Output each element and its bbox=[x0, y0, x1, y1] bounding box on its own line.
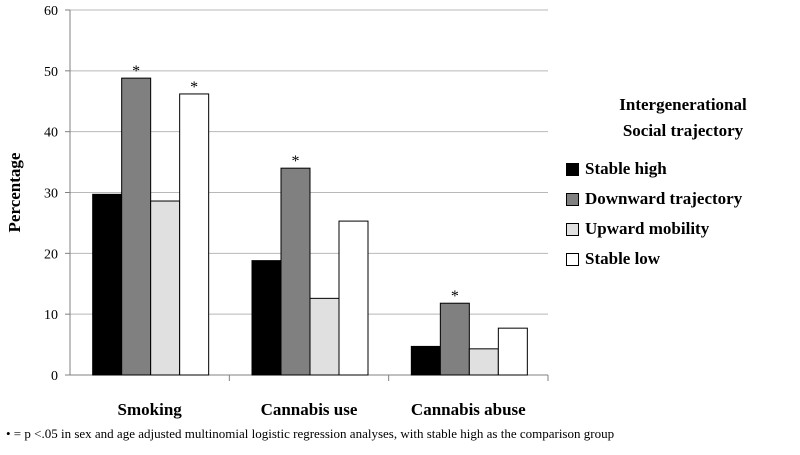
legend-title: Intergenerational Social trajectory bbox=[566, 92, 800, 144]
x-category-label: Cannabis use bbox=[261, 400, 358, 419]
y-tick-label: 20 bbox=[44, 247, 58, 262]
bar bbox=[92, 193, 123, 376]
bar bbox=[309, 297, 340, 376]
footnote: • = p <.05 in sex and age adjusted multi… bbox=[6, 426, 615, 441]
legend: Intergenerational Social trajectory Stab… bbox=[566, 92, 800, 274]
bar bbox=[338, 220, 369, 376]
bar bbox=[251, 260, 282, 376]
y-tick-label: 30 bbox=[44, 187, 58, 202]
y-axis-title: Percentage bbox=[5, 152, 24, 232]
y-tick-label: 50 bbox=[44, 65, 58, 80]
legend-title-line-1: Intergenerational bbox=[619, 95, 747, 114]
legend-swatch bbox=[566, 192, 579, 206]
legend-label: Upward mobility bbox=[585, 219, 710, 238]
legend-title-line-2: Social trajectory bbox=[622, 121, 744, 140]
legend-item-stable-high: Stable high bbox=[566, 154, 800, 184]
legend-item-downward-trajectory: Downward trajectory bbox=[566, 184, 800, 214]
legend-label: Stable high bbox=[585, 159, 667, 178]
x-category-label: Cannabis abuse bbox=[411, 400, 526, 419]
significance-marker: * bbox=[451, 288, 459, 305]
legend-label: Downward trajectory bbox=[585, 189, 743, 208]
significance-marker: * bbox=[292, 153, 300, 170]
bar bbox=[497, 327, 528, 376]
y-tick-label: 40 bbox=[44, 126, 58, 141]
bar bbox=[280, 167, 311, 376]
legend-swatch bbox=[566, 162, 579, 176]
bar bbox=[121, 77, 152, 376]
y-tick-label: 60 bbox=[44, 4, 58, 19]
legend-swatch bbox=[566, 222, 579, 236]
legend-swatch bbox=[566, 252, 579, 266]
y-tick-label: 10 bbox=[44, 308, 58, 323]
x-category-label: Smoking bbox=[118, 400, 183, 419]
significance-marker: * bbox=[132, 63, 140, 80]
significance-marker: * bbox=[190, 79, 198, 96]
legend-item-upward-mobility: Upward mobility bbox=[566, 214, 800, 244]
y-tick-label: 0 bbox=[51, 369, 58, 384]
legend-label: Stable low bbox=[585, 249, 661, 268]
legend-item-stable-low: Stable low bbox=[566, 244, 800, 274]
bar bbox=[179, 93, 210, 376]
bar bbox=[410, 345, 441, 376]
bar bbox=[150, 200, 181, 376]
bar bbox=[439, 302, 470, 376]
bar bbox=[468, 348, 499, 376]
